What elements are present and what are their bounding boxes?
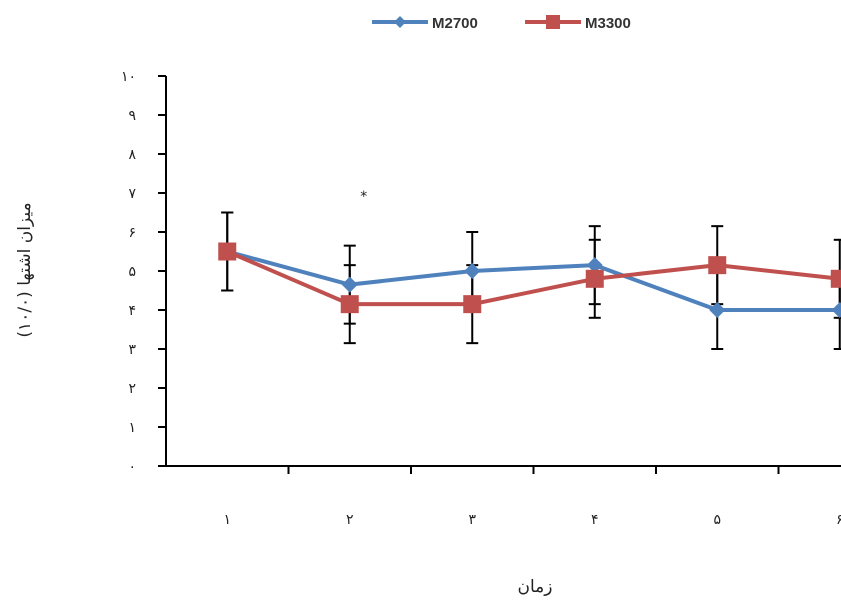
y-tick-label: ۳ [128, 342, 136, 358]
error-bars [221, 211, 841, 350]
data-point-M3300 [585, 269, 604, 288]
y-tick-label: ۹ [128, 108, 136, 124]
legend-marker-M3300 [546, 15, 560, 29]
legend: M2700 M3300 [372, 15, 631, 32]
x-tick-label: ۵ [713, 512, 721, 528]
x-tick-label: ۲ [346, 512, 354, 528]
data-point-M3300 [340, 295, 359, 314]
data-point-M3300 [708, 256, 727, 275]
y-tick-label: ۲ [128, 381, 136, 397]
data-point-M2700 [341, 276, 358, 293]
series-markers [218, 242, 841, 318]
data-point-M3300 [218, 242, 237, 261]
series-line-M2700 [226, 249, 840, 312]
y-tick-label: ۱۰ [121, 69, 136, 85]
data-point-M2700 [709, 302, 726, 318]
legend-marker-M2700 [394, 16, 406, 28]
y-axis-title: میزان اشتها (۱۰/۰) [15, 202, 35, 337]
y-tick-label: ۱ [128, 420, 136, 436]
y-tick-label: ۰ [128, 459, 136, 475]
significance-annotation: * [360, 189, 367, 205]
x-tick-label: ۳ [468, 512, 476, 528]
legend-label-M3300: M3300 [585, 15, 631, 32]
series-lines [226, 249, 840, 312]
x-tick-label: ۶ [836, 512, 841, 528]
y-tick-label: ۶ [128, 225, 136, 241]
series-line-M3300 [226, 249, 840, 307]
data-point-M2700 [464, 263, 481, 279]
x-tick-label: ۱ [223, 512, 231, 528]
x-axis-title: زمان [518, 577, 553, 597]
data-point-M2700 [586, 257, 603, 274]
data-point-M2700 [831, 302, 841, 318]
y-tick-label: ۷ [128, 186, 136, 202]
axes: ۰ ۱ ۲ ۳ ۴ ۵ ۶ ۷ ۸ ۹ ۱۰ ۱ ۲ ۳ ۴ ۵ ۶ [121, 69, 841, 528]
y-tick-label: ۵ [128, 264, 136, 280]
y-tick-label: ۸ [128, 147, 136, 163]
data-point-M3300 [830, 269, 841, 288]
x-tick-label: ۴ [591, 512, 599, 528]
y-tick-label: ۴ [128, 303, 136, 319]
legend-label-M2700: M2700 [432, 15, 478, 32]
data-point-M3300 [463, 295, 482, 314]
